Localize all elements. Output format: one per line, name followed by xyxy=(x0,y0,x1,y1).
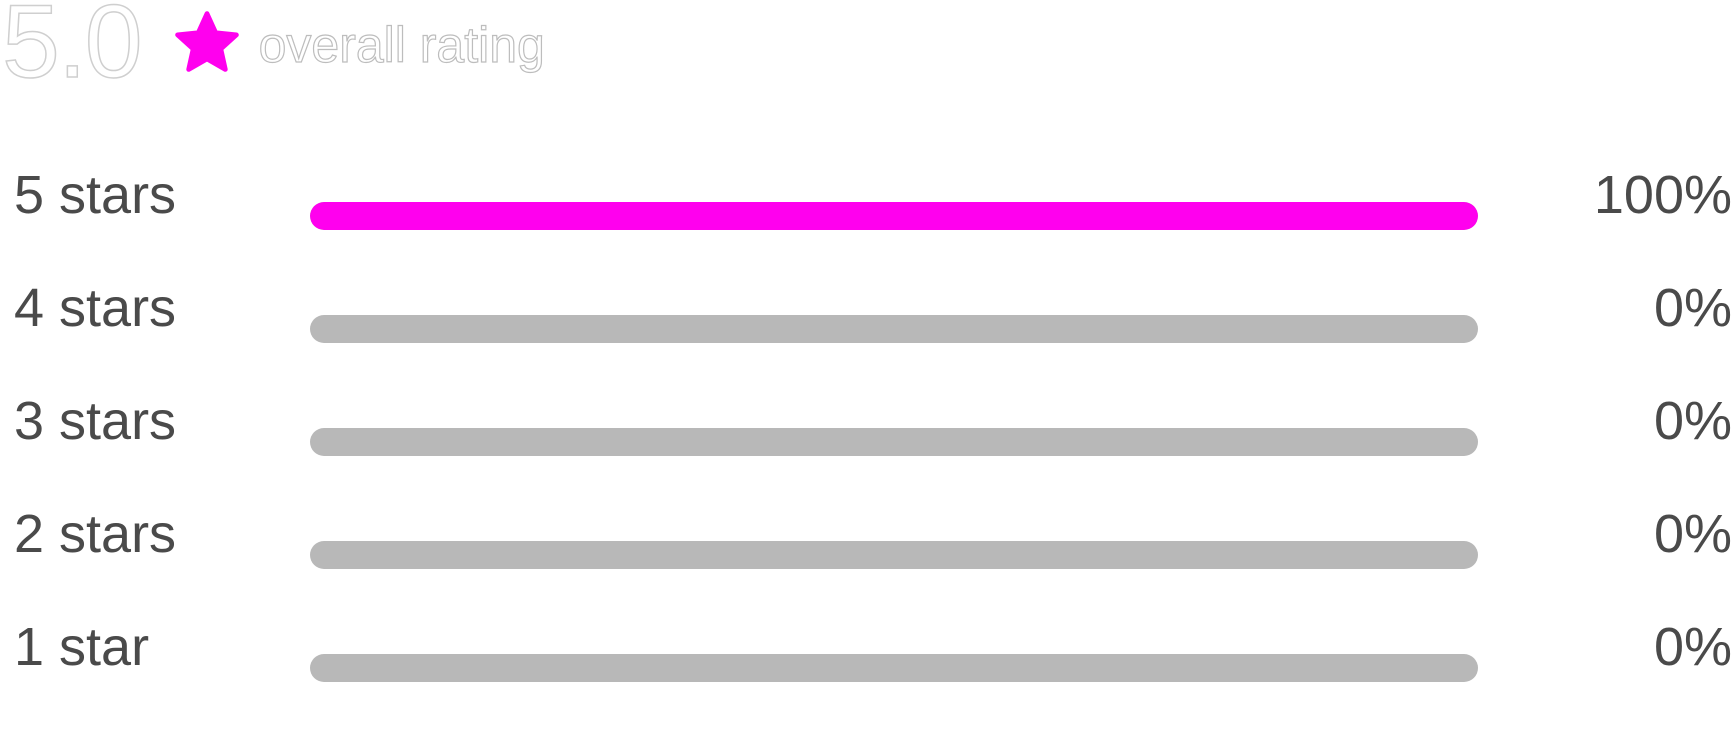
rating-row-5: 5 stars 100% xyxy=(0,160,1732,230)
rating-bar-track xyxy=(310,541,1478,569)
rating-bar-fill xyxy=(310,202,1478,230)
rating-row-label: 3 stars xyxy=(14,391,177,451)
rating-row-label: 2 stars xyxy=(14,504,177,564)
rating-row-label: 5 stars xyxy=(14,165,177,225)
rating-summary: 5.0 overall rating xyxy=(0,0,545,100)
rating-bar-track xyxy=(310,654,1478,682)
overall-score: 5.0 xyxy=(1,0,143,100)
rating-row-percent: 0% xyxy=(1653,617,1732,677)
rating-row-percent: 0% xyxy=(1653,504,1732,564)
rating-row-label: 4 stars xyxy=(14,278,177,338)
star-icon xyxy=(174,11,239,72)
rating-bar-track xyxy=(310,428,1478,456)
rating-row-percent: 0% xyxy=(1653,278,1732,338)
rating-row-percent: 0% xyxy=(1653,391,1732,451)
rating-row-label: 1 star xyxy=(14,617,150,677)
overall-rating-label: overall rating xyxy=(258,16,545,73)
rating-bar-track xyxy=(310,315,1478,343)
rating-row-3: 3 stars 0% xyxy=(0,386,1732,456)
rating-bar-track xyxy=(310,202,1478,230)
rating-row-1: 1 star 0% xyxy=(0,612,1732,682)
rating-row-2: 2 stars 0% xyxy=(0,499,1732,569)
rating-row-percent: 100% xyxy=(1593,165,1732,225)
rating-row-4: 4 stars 0% xyxy=(0,273,1732,343)
